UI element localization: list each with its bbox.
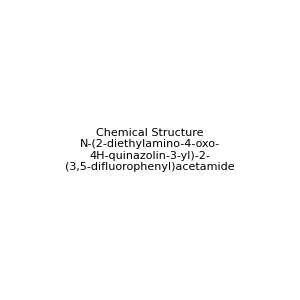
Text: Chemical Structure
N-(2-diethylamino-4-oxo-
4H-quinazolin-3-yl)-2-
(3,5-difluoro: Chemical Structure N-(2-diethylamino-4-o… [65,128,235,172]
